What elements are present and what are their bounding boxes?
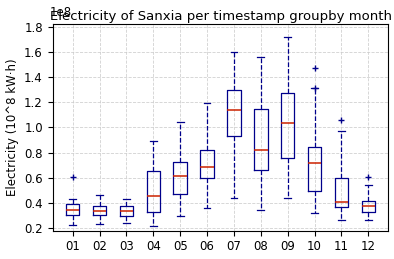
- Y-axis label: Electricity (10^8 kW·h): Electricity (10^8 kW·h): [6, 59, 19, 196]
- Text: 1e8: 1e8: [50, 5, 72, 19]
- Title: Electricity of Sanxia per timestamp groupby month: Electricity of Sanxia per timestamp grou…: [50, 10, 392, 23]
